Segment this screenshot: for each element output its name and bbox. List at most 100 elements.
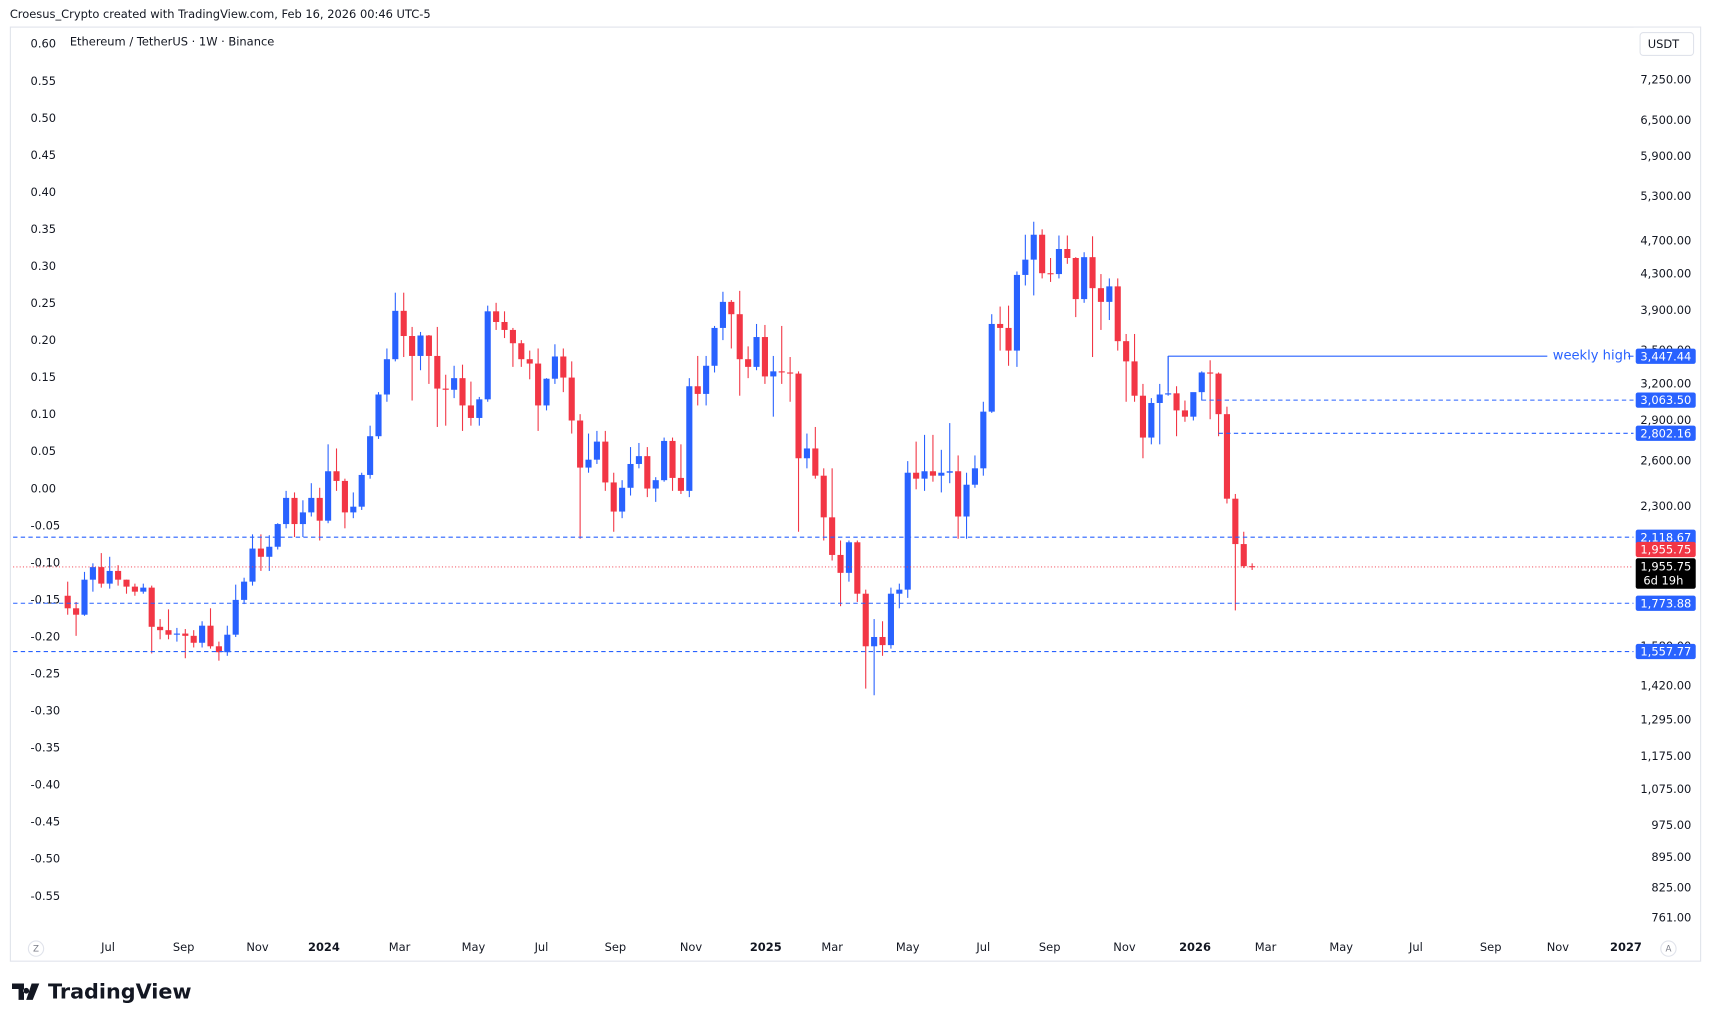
candle-body [131, 586, 138, 592]
candle-body [1223, 414, 1231, 499]
candle-body [182, 633, 189, 636]
candle-body [955, 471, 962, 517]
candle-body [879, 636, 886, 646]
candle-body [736, 314, 743, 360]
candle-body [1106, 286, 1113, 302]
plot: 0.60 0.55 0.50 0.45 0.40 0.35 0.30 0.25 0.20 0.15… [13, 37, 1642, 954]
candle-body [971, 468, 978, 485]
candle-body [1156, 394, 1163, 403]
candle-body [778, 371, 785, 373]
auto-scale-button[interactable] [1660, 940, 1677, 957]
candle-body [1173, 393, 1180, 411]
candle-body [837, 554, 844, 573]
candle-body [946, 471, 953, 473]
candle-body [896, 589, 903, 594]
y2-tick-label: -0.15 [31, 592, 61, 606]
candle-body [106, 570, 113, 584]
candle-body [913, 472, 920, 479]
candle-body [1081, 257, 1088, 300]
candle-body [745, 359, 752, 367]
candle-body [476, 399, 483, 418]
brand-logo [12, 983, 40, 1000]
candle-body [997, 323, 1004, 328]
frame [9, 26, 1702, 962]
candle-body [543, 378, 550, 406]
y2-tick-label: 0.00 [31, 481, 56, 495]
x-tick-label: Mar [821, 940, 843, 954]
level-price: 1,773.88 [1640, 596, 1691, 610]
candle-body [1148, 402, 1155, 438]
level-price-box [1635, 643, 1696, 660]
candle-body [442, 388, 449, 390]
countdown-box [1635, 558, 1696, 589]
y-tick-label: 4,300.00 [1640, 267, 1691, 281]
candle-body [434, 355, 441, 389]
candle-body [98, 567, 105, 584]
zoom-button[interactable] [27, 940, 45, 957]
level-price: 2,802.16 [1640, 426, 1691, 440]
y2-tick-label: 0.10 [31, 407, 56, 421]
candle-body [157, 626, 164, 631]
candle-body [392, 310, 399, 360]
y-tick-label: 1,075.00 [1640, 782, 1691, 796]
candle-body [988, 323, 995, 412]
candle-body [1181, 410, 1189, 417]
candle-body [1089, 257, 1096, 289]
candle-body [375, 394, 382, 437]
candle-body [627, 463, 634, 488]
y2-tick-label: -0.55 [31, 889, 61, 903]
y2-tick-label: -0.30 [31, 704, 61, 718]
candle-body [400, 310, 407, 337]
candle-body [560, 356, 567, 378]
candle-body [148, 587, 155, 627]
candle-body [761, 337, 768, 377]
y2-tick-label: -0.50 [31, 852, 61, 866]
y-tick-label: 895.00 [1651, 850, 1691, 864]
candle-body [350, 506, 357, 513]
candle-body [1215, 373, 1222, 415]
candle-body [165, 630, 172, 635]
y-tick-label: 5,300.00 [1640, 189, 1691, 203]
candle-body [199, 625, 206, 643]
candle-body [1232, 498, 1239, 545]
candle-body [803, 448, 810, 459]
candle-body [904, 472, 911, 590]
candle-body [1207, 372, 1214, 374]
zoom-icon: Z [33, 945, 39, 955]
candle-body [635, 456, 642, 464]
y2-tick-label: 0.50 [31, 111, 56, 125]
level-annotation: weekly high [1553, 349, 1631, 364]
y2-tick-label: 0.05 [31, 444, 56, 458]
candle-body [1114, 286, 1121, 342]
candle-body [333, 471, 340, 481]
y2-tick-label: -0.45 [31, 815, 61, 829]
candle-body [140, 587, 147, 592]
candle-body [1123, 341, 1130, 362]
candle-body [980, 411, 987, 469]
candle-body [64, 595, 71, 609]
x-tick-label: Nov [1113, 940, 1136, 954]
candle-body [241, 581, 248, 600]
candle-body [509, 329, 516, 344]
x-tick-label: 2026 [1179, 940, 1211, 954]
candle-body [694, 386, 701, 394]
y2-tick-label: -0.10 [31, 555, 61, 569]
candle-body [854, 542, 861, 594]
candle-body [224, 634, 231, 653]
candle-body [316, 497, 323, 521]
level-price-box [1635, 595, 1696, 611]
x-tick-label: Sep [605, 940, 627, 954]
y2-tick-label: -0.20 [31, 629, 61, 643]
x-tick-label: Nov [680, 940, 703, 954]
credit: Croesus_Crypto created with TradingView.… [10, 7, 431, 21]
currency-box[interactable] [1639, 32, 1695, 57]
x-tick-label: May [896, 940, 920, 954]
y-tick-label: 1,295.00 [1640, 713, 1691, 727]
x-tick-label: 2025 [750, 940, 782, 954]
y2-tick-label: 0.55 [31, 74, 56, 88]
candle-body [787, 372, 794, 374]
candle-body [1022, 259, 1029, 275]
candle-body [299, 512, 306, 525]
candle-body [610, 482, 617, 512]
